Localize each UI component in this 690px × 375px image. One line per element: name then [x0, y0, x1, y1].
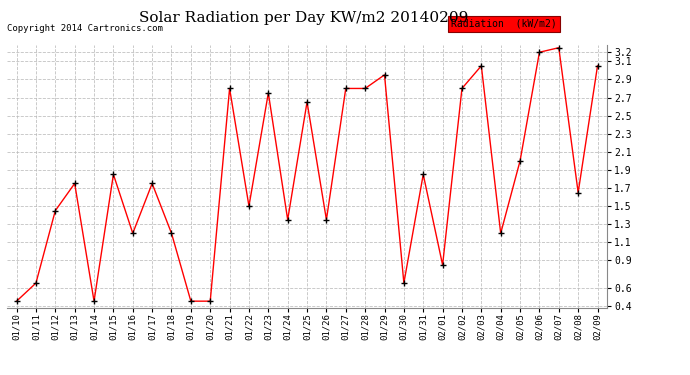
- Text: Solar Radiation per Day KW/m2 20140209: Solar Radiation per Day KW/m2 20140209: [139, 11, 469, 25]
- Text: Copyright 2014 Cartronics.com: Copyright 2014 Cartronics.com: [7, 24, 163, 33]
- Text: Radiation  (kW/m2): Radiation (kW/m2): [451, 19, 557, 29]
